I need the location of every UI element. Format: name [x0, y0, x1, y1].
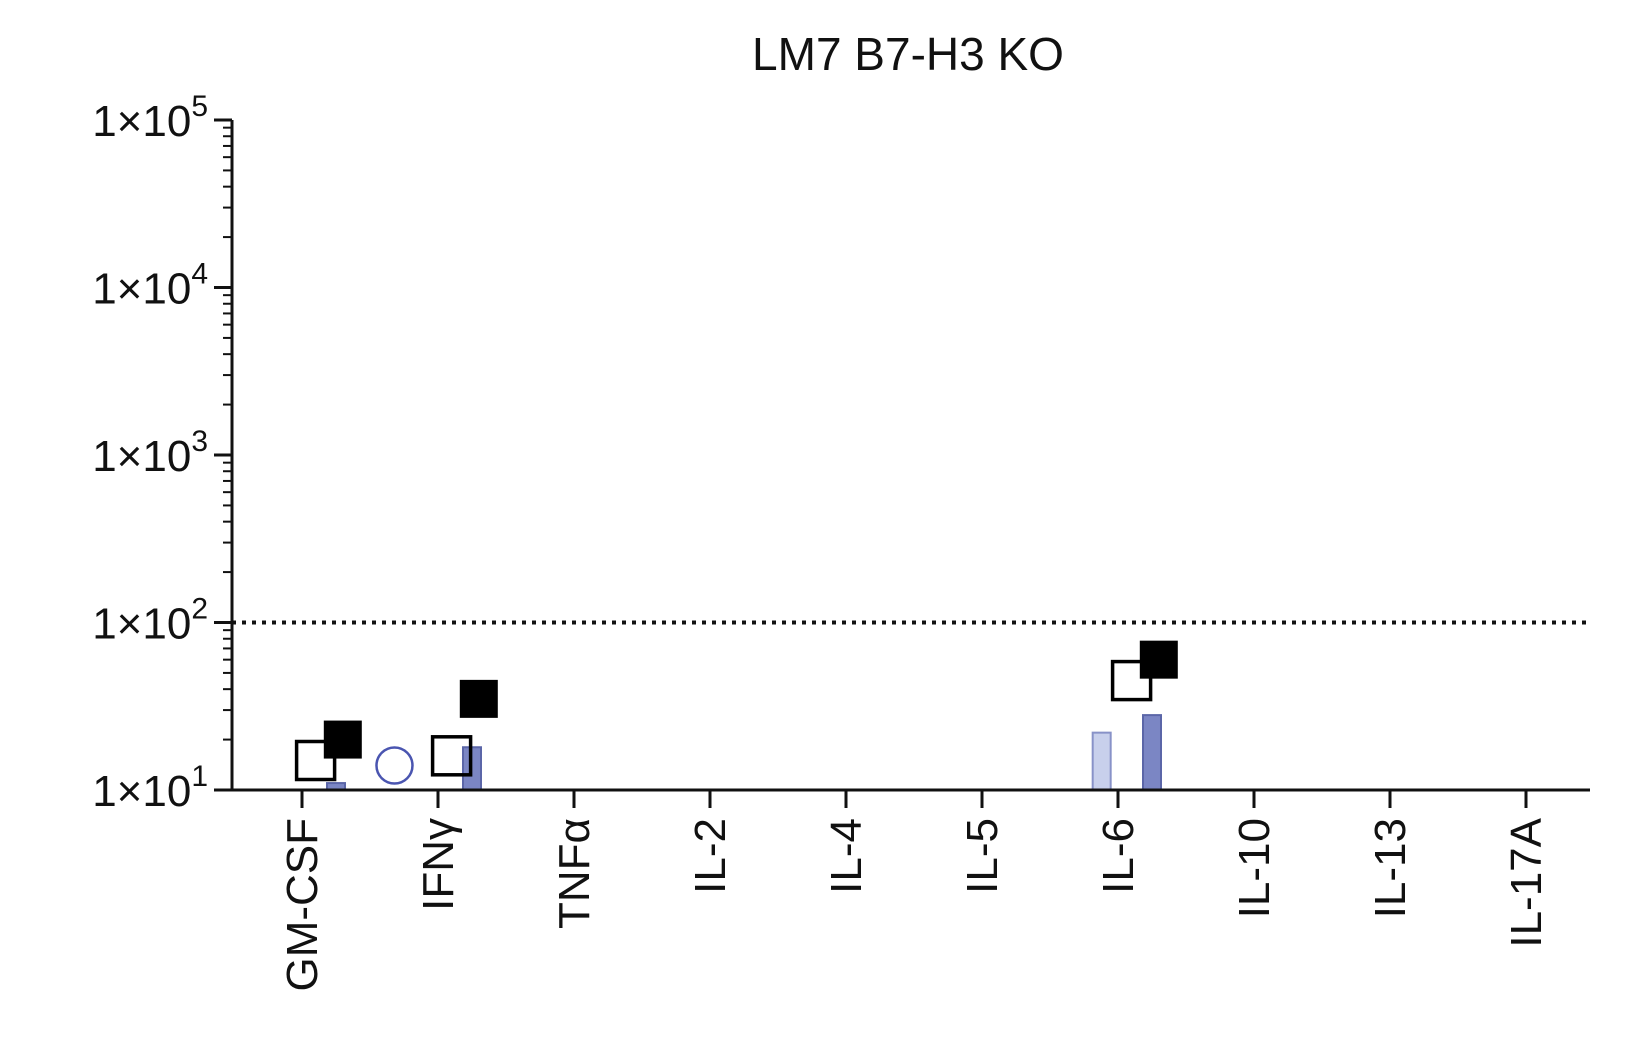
bar: [1091, 731, 1112, 792]
open-square-point: [430, 735, 473, 777]
bar: [1142, 714, 1162, 791]
filled-square-point: [323, 720, 362, 759]
y-tick-label: 1×101: [92, 760, 208, 816]
x-tick-label: IFNγ: [414, 818, 463, 911]
x-axis: GM-CSF IFNγ TNFα IL-2 IL-4 IL-5 IL-6 IL-10 IL-13…: [232, 788, 1590, 992]
filled-square-point: [1139, 640, 1178, 679]
y-tick-label: 1×105: [92, 90, 208, 146]
filled-square-point: [459, 679, 498, 718]
y-tick-label: 1×102: [92, 593, 208, 649]
y-tick-label: 1×104: [92, 258, 208, 314]
x-tick-label: IL-17A: [1502, 817, 1551, 947]
x-tick-label: GM-CSF: [278, 818, 327, 992]
open-square-point: [1110, 659, 1153, 702]
open-circle-point: [375, 746, 414, 785]
x-tick-label: IL-5: [958, 818, 1007, 894]
x-tick-label: IL-13: [1366, 818, 1415, 918]
x-tick-label: IL-4: [822, 818, 871, 894]
y-axis: 1×101 1×102 1×103 1×104 1×105: [92, 90, 234, 816]
x-tick-label: IL-10: [1230, 818, 1279, 918]
chart-title: LM7 B7-H3 KO: [752, 28, 1064, 80]
open-square-point: [294, 739, 337, 782]
y-tick-label: 1×103: [92, 425, 208, 481]
x-tick-label: IL-2: [686, 818, 735, 894]
x-tick-label: TNFα: [550, 818, 599, 929]
x-tick-label: IL-6: [1094, 818, 1143, 894]
data-marks: [294, 640, 1178, 792]
